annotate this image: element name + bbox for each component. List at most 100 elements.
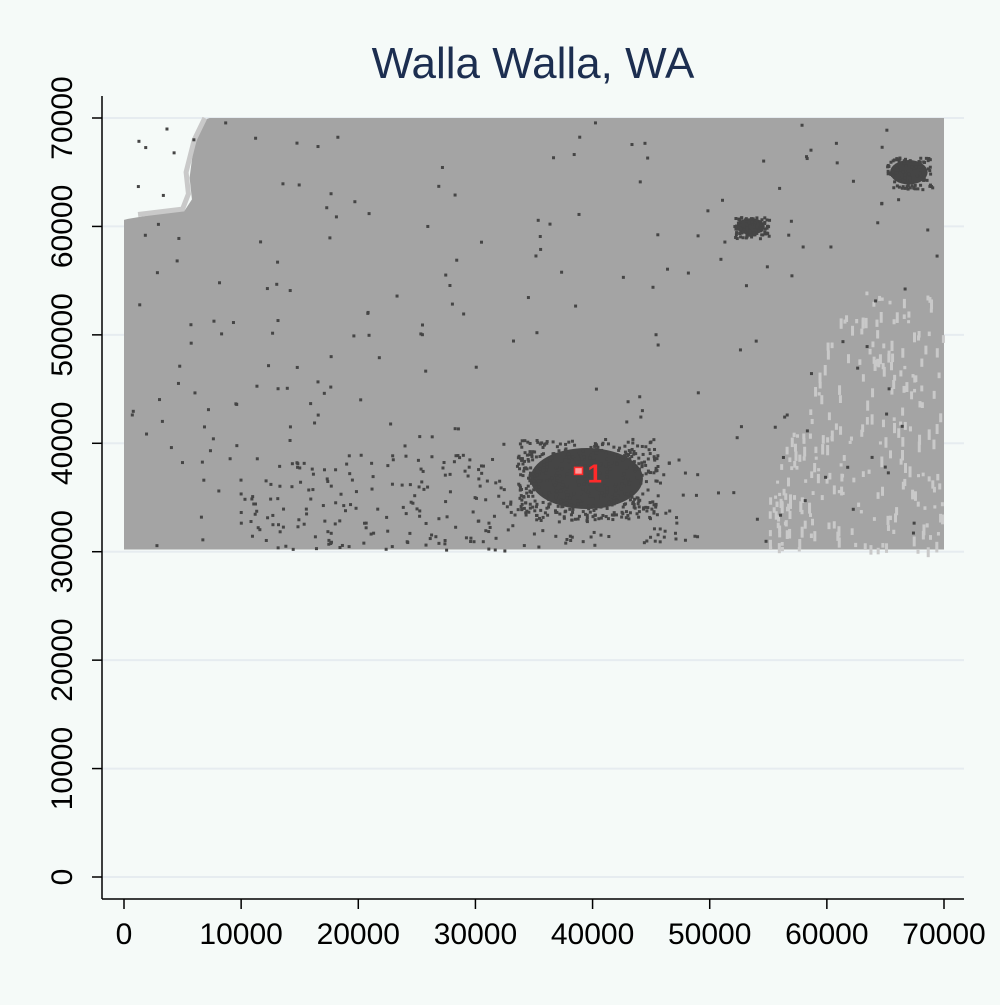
x-tick-label: 0 <box>116 918 133 951</box>
light-land-cell <box>930 299 934 310</box>
developed-cell <box>742 228 746 232</box>
developed-cell <box>202 425 206 429</box>
developed-cell <box>454 454 458 458</box>
light-land-cell <box>790 466 794 471</box>
light-land-cell <box>865 417 869 425</box>
light-land-cell <box>941 514 945 525</box>
developed-cell <box>145 432 149 436</box>
developed-cell <box>525 453 529 457</box>
y-tick-label: 40000 <box>46 402 79 485</box>
developed-cell <box>288 438 292 442</box>
developed-cell <box>865 345 869 349</box>
developed-cell <box>200 460 204 464</box>
developed-cell <box>553 509 557 513</box>
developed-cell <box>637 515 641 519</box>
developed-cell <box>519 504 523 508</box>
developed-cell <box>654 505 658 509</box>
developed-cell <box>886 471 890 475</box>
urban-core-2 <box>890 160 928 185</box>
light-land-cell <box>861 317 865 325</box>
developed-cell <box>535 331 539 335</box>
developed-cell <box>901 185 905 189</box>
light-land-cell <box>841 474 845 478</box>
developed-cell <box>601 513 605 517</box>
developed-cell <box>892 158 896 162</box>
developed-cell <box>559 498 563 502</box>
developed-cell <box>892 186 896 190</box>
developed-cell <box>551 494 555 498</box>
light-land-cell <box>821 444 825 455</box>
light-land-cell <box>811 491 815 496</box>
light-land-cell <box>939 513 943 523</box>
developed-cell <box>334 215 338 219</box>
developed-cell <box>654 333 658 337</box>
light-land-cell <box>861 471 865 477</box>
developed-cell <box>581 540 585 544</box>
developed-cell <box>579 502 583 506</box>
developed-cell <box>675 516 679 520</box>
y-tick-label: 70000 <box>46 76 79 159</box>
developed-cell <box>631 500 635 504</box>
developed-cell <box>903 169 907 173</box>
developed-cell <box>276 387 280 391</box>
developed-cell <box>591 515 595 519</box>
developed-cell <box>910 165 914 169</box>
developed-cell <box>565 501 569 505</box>
developed-cell <box>302 461 306 465</box>
developed-cell <box>656 233 660 237</box>
developed-cell <box>547 491 551 495</box>
x-tick-label: 50000 <box>668 918 751 951</box>
developed-cell <box>545 479 549 483</box>
developed-cell <box>581 469 585 473</box>
developed-cell <box>582 457 586 461</box>
developed-cell <box>518 442 522 446</box>
light-land-cell <box>841 491 845 495</box>
developed-cell <box>493 548 497 552</box>
developed-cell <box>573 517 577 521</box>
developed-cell <box>505 505 509 509</box>
developed-cell <box>628 457 632 461</box>
developed-cell <box>284 544 288 548</box>
light-land-cell <box>903 421 907 430</box>
developed-cell <box>529 466 533 470</box>
developed-cell <box>638 395 642 399</box>
developed-cell <box>654 479 658 483</box>
developed-cell <box>648 515 652 519</box>
developed-cell <box>630 455 634 459</box>
developed-cell <box>656 465 660 469</box>
developed-cell <box>656 494 660 498</box>
light-land-cell <box>784 493 788 500</box>
developed-cell <box>526 296 530 300</box>
developed-cell <box>327 538 331 542</box>
light-land-cell <box>809 533 813 539</box>
developed-cell <box>520 457 524 461</box>
developed-cell <box>652 511 656 515</box>
light-land-cell <box>902 298 906 309</box>
light-land-cell <box>861 374 865 382</box>
developed-cell <box>740 231 744 235</box>
developed-cell <box>349 503 353 507</box>
light-land-cell <box>774 495 778 499</box>
developed-cell <box>329 385 333 389</box>
developed-cell <box>602 493 606 497</box>
marker-layer: 1 <box>573 458 602 488</box>
light-land-cell <box>808 433 812 439</box>
developed-cell <box>395 294 399 298</box>
developed-cell <box>491 457 495 461</box>
developed-cell <box>779 513 783 517</box>
developed-cell <box>654 503 658 507</box>
developed-cell <box>481 540 485 544</box>
light-land-cell <box>886 525 890 531</box>
light-land-cell <box>830 342 834 349</box>
developed-cell <box>555 471 559 475</box>
developed-cell <box>593 444 597 448</box>
developed-cell <box>527 510 531 514</box>
developed-cell <box>511 339 515 343</box>
developed-cell <box>683 538 687 542</box>
developed-cell <box>560 485 564 489</box>
developed-cell <box>478 484 482 488</box>
developed-cell <box>295 141 299 145</box>
developed-cell <box>297 183 301 187</box>
chart-title: Walla Walla, WA <box>372 39 695 88</box>
developed-cell <box>627 482 631 486</box>
